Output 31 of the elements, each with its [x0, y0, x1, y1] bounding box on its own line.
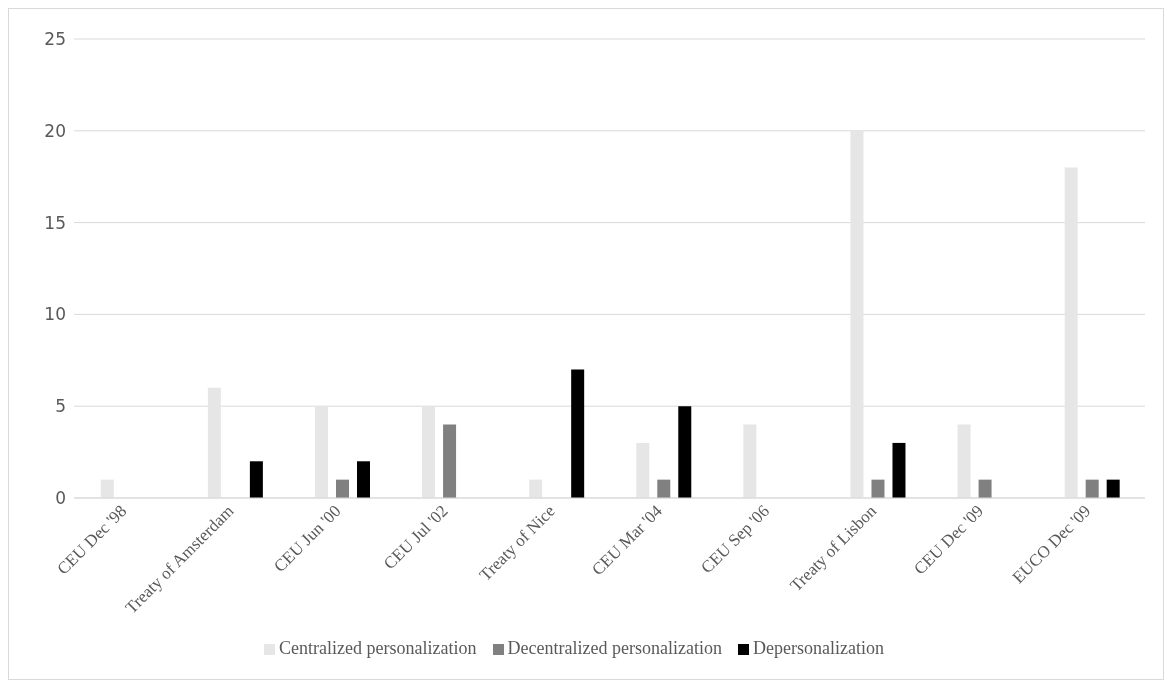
y-tick-label: 15 [44, 212, 66, 233]
bar [249, 461, 263, 498]
bar [100, 479, 114, 498]
legend-label: Centralized personalization [279, 638, 477, 658]
bar [356, 461, 370, 498]
y-tick-label: 10 [44, 304, 66, 325]
bar [1106, 479, 1120, 498]
bar [678, 406, 692, 498]
bar [1064, 167, 1078, 498]
y-tick-label: 5 [55, 396, 66, 417]
bar [443, 424, 457, 498]
bar [422, 406, 436, 498]
bar [1085, 479, 1099, 498]
bar [636, 442, 650, 498]
y-tick-label: 20 [44, 120, 66, 141]
y-tick-label: 25 [44, 29, 66, 50]
bar [892, 442, 906, 498]
bar [571, 369, 585, 498]
y-tick-label: 0 [55, 488, 66, 509]
bar [207, 387, 221, 498]
bar [529, 479, 543, 498]
legend-label: Decentralized personalization [507, 638, 722, 658]
bar [314, 406, 328, 498]
bar [743, 424, 757, 498]
bar [850, 130, 864, 498]
bar [957, 424, 971, 498]
bar [978, 479, 992, 498]
bar [335, 479, 349, 498]
bar [657, 479, 671, 498]
bar [871, 479, 885, 498]
legend-label: Depersonalization [752, 638, 884, 658]
